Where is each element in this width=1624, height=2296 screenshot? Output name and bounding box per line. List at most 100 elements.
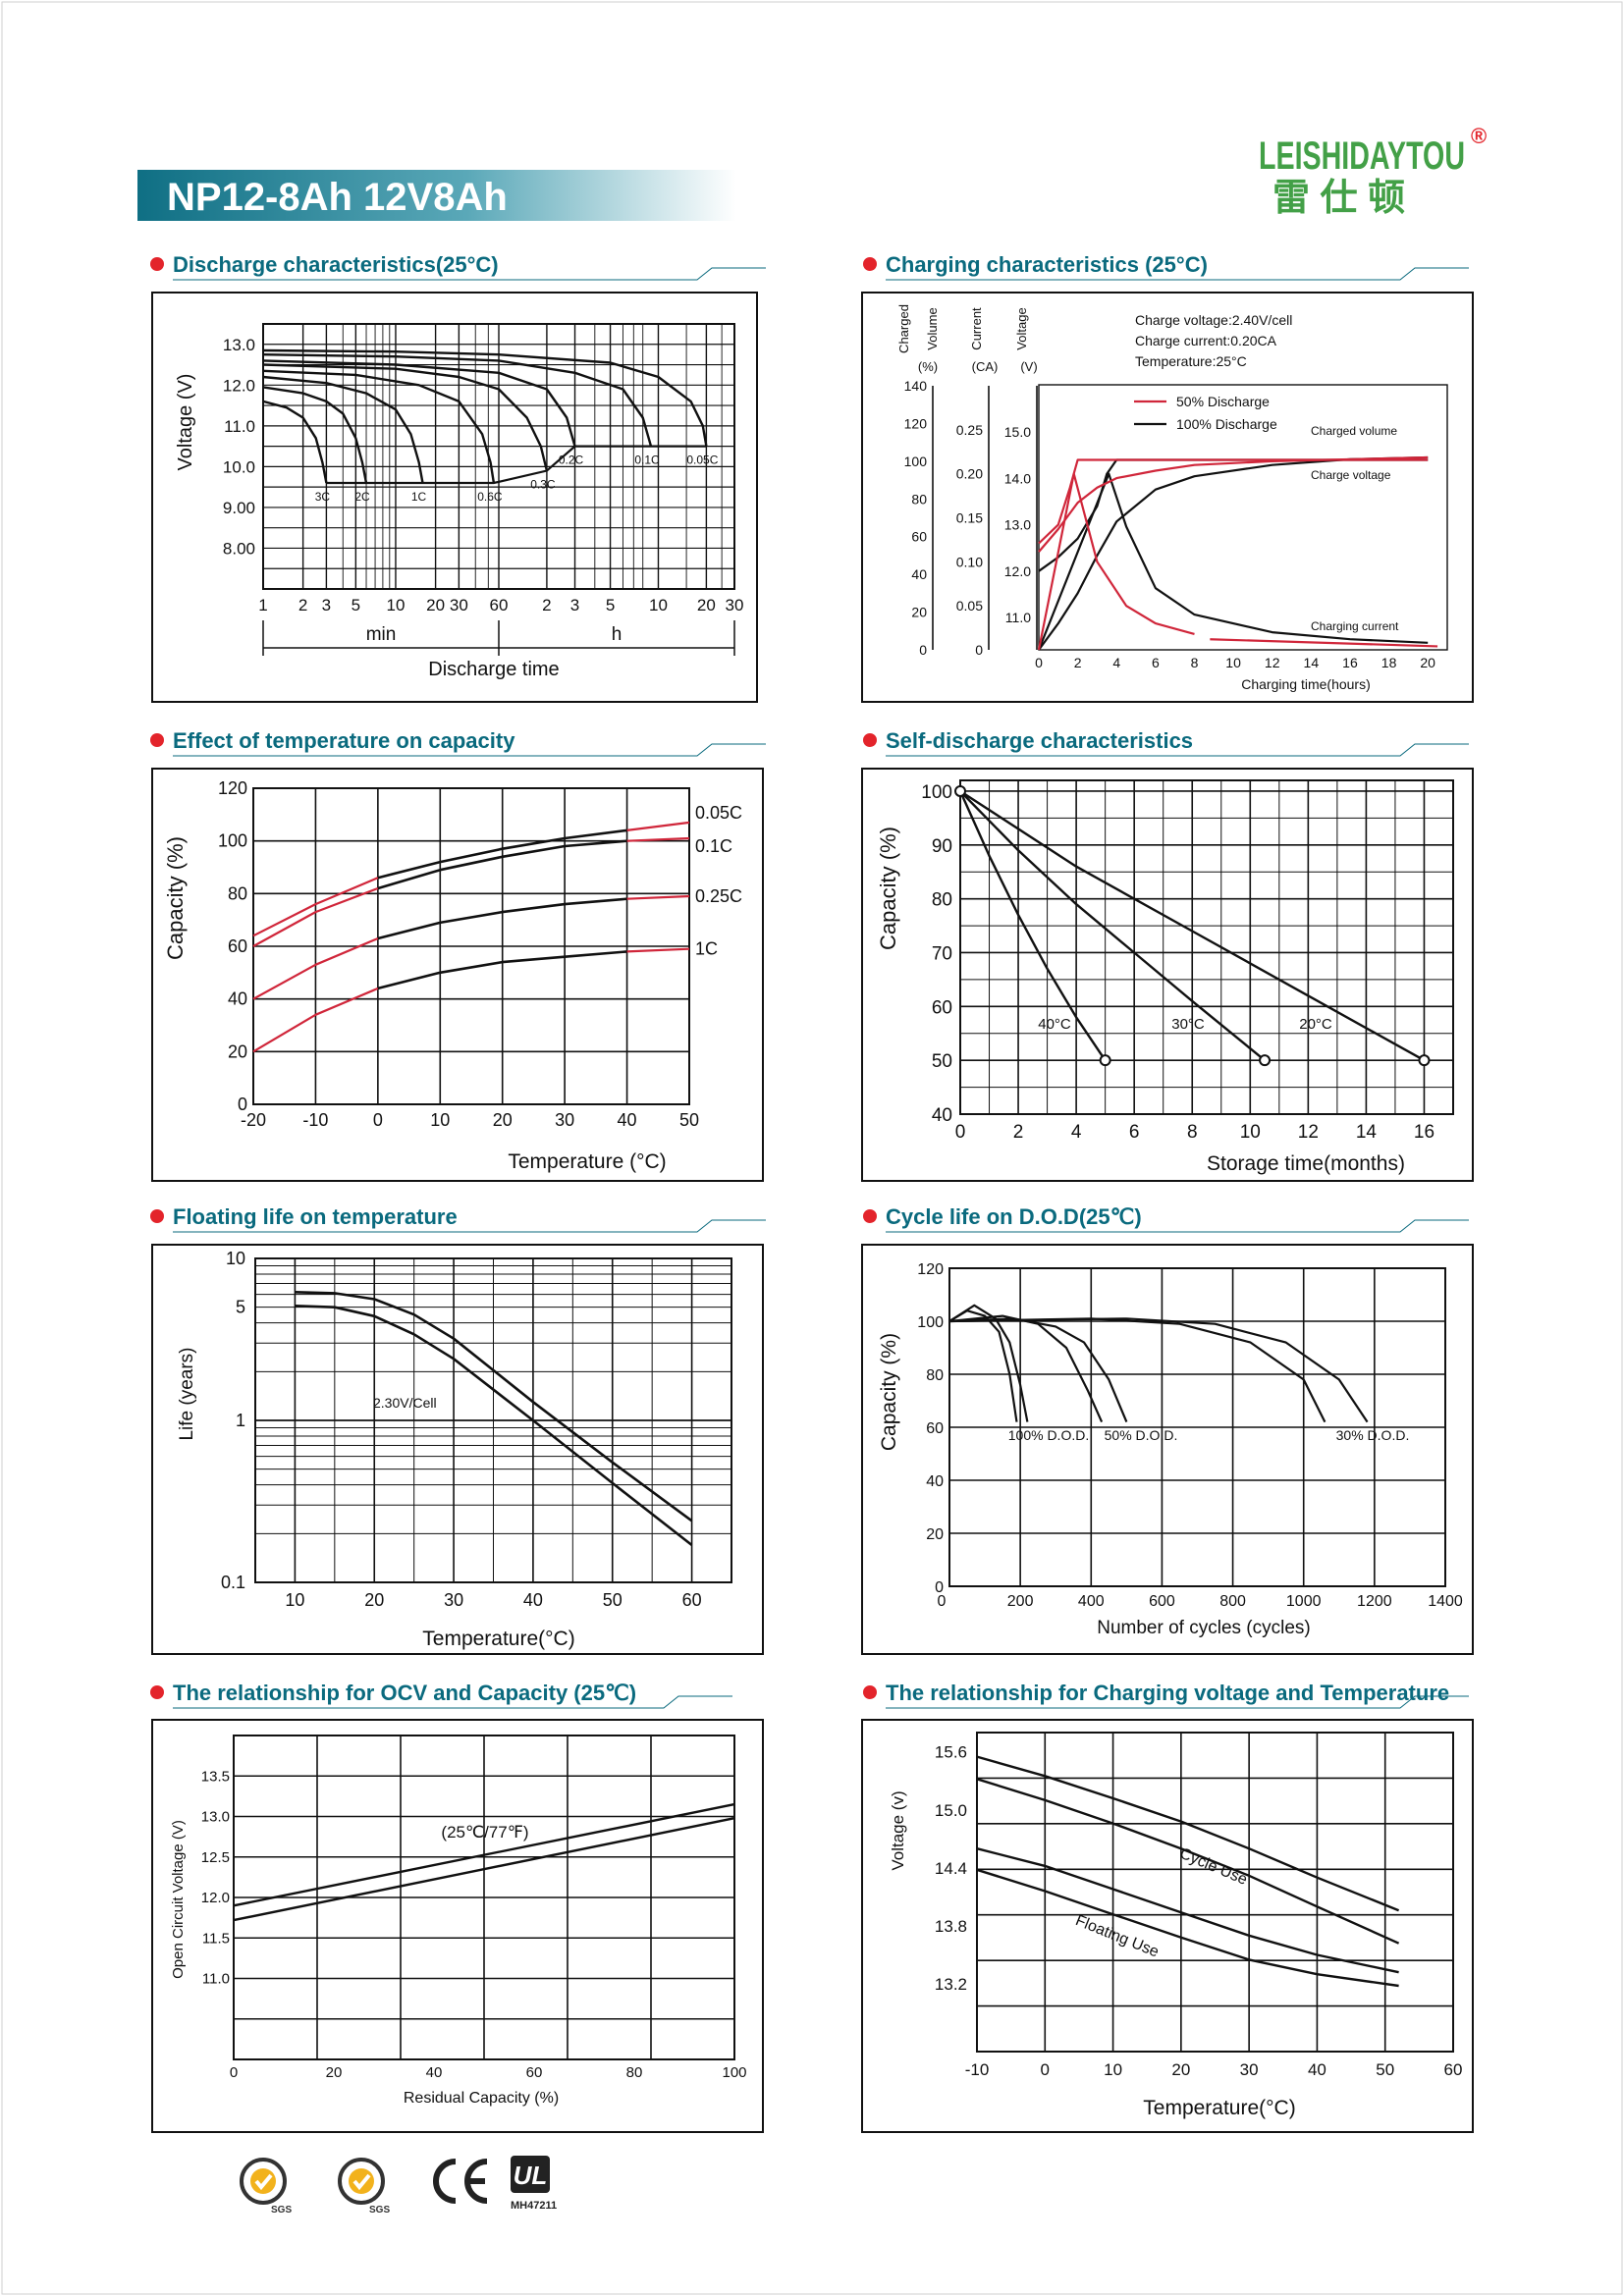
axis-header: Voltage xyxy=(1014,307,1029,349)
voltage-tick-label: 12.0 xyxy=(1004,563,1031,579)
y-tick-label: 20 xyxy=(926,1526,944,1543)
y-tick-label: 11.0 xyxy=(202,1971,230,1988)
x-tick-label: 20 xyxy=(697,596,716,614)
x-tick-label: 30 xyxy=(555,1110,574,1130)
charge-note: Charge current:0.20CA xyxy=(1135,333,1277,348)
series-label: 1C xyxy=(411,490,427,504)
x-tick-label: 1400 xyxy=(1428,1593,1463,1610)
volume-tick-label: 60 xyxy=(911,529,927,545)
x-axis-label: Storage time(months) xyxy=(1207,1152,1405,1175)
chart-panel xyxy=(861,1719,1474,2133)
y-tick-label: 13.0 xyxy=(201,1809,230,1826)
y-tick-label: 1 xyxy=(236,1411,245,1430)
ce-mark-icon xyxy=(433,2159,488,2204)
x-tick-label: 30 xyxy=(450,596,468,614)
current-tick-label: 0.25 xyxy=(956,422,983,438)
plot-frame xyxy=(1038,384,1448,651)
y-axis-label: Life (years) xyxy=(177,1347,197,1440)
temp-capacity-chart: -20 -10 0 10 20 30 40 50 120 100 80 60 40 20 0 Capacity… xyxy=(163,778,742,1173)
current-tick-label: 0.15 xyxy=(956,510,983,526)
x-tick-label: 0 xyxy=(373,1110,383,1130)
sgs-label: SGS xyxy=(369,2205,390,2216)
volume-tick-label: 40 xyxy=(911,566,927,582)
series-line xyxy=(262,348,708,447)
series-line xyxy=(262,353,653,447)
series-line xyxy=(976,1868,1399,1988)
series-line xyxy=(377,839,627,890)
y-axis-label: Capacity (%) xyxy=(163,836,188,960)
x-tick-label: 20 xyxy=(364,1590,384,1610)
series-line xyxy=(252,936,379,1000)
axis-header: Charged xyxy=(896,304,911,353)
x-tick-label: 20 xyxy=(1171,2060,1190,2079)
y-axis-label: Voltage (v) xyxy=(889,1790,907,1870)
series-line xyxy=(1038,458,1429,545)
series-label: 2C xyxy=(354,490,370,504)
volume-tick-label: 100 xyxy=(904,454,928,469)
section-header: Discharge characteristics(25°C) xyxy=(150,252,766,281)
axis-unit: (V) xyxy=(1020,359,1037,374)
svg-text:UL: UL xyxy=(514,2161,548,2190)
x-tick-label: 2 xyxy=(542,596,551,614)
bullet-icon xyxy=(150,1685,164,1699)
series-label: 3C xyxy=(315,490,331,504)
x-tick-label: 40 xyxy=(618,1110,637,1130)
x-tick-label: -20 xyxy=(241,1110,266,1130)
section-title: The relationship for Charging voltage an… xyxy=(886,1681,1449,1705)
y-tick-label: 80 xyxy=(932,890,952,911)
sgs-label: SGS xyxy=(271,2205,292,2216)
chart-panel xyxy=(861,292,1474,703)
series-label: 0.05C xyxy=(686,454,718,467)
series-end-marker xyxy=(1418,1054,1431,1067)
y-tick-label: 15.0 xyxy=(935,1801,967,1820)
section-title: Effect of temperature on capacity xyxy=(173,728,515,753)
floating-life-chart: 10 20 30 40 50 60 10 5 1 0.1 Life (years) Temperatu… xyxy=(177,1249,732,1650)
y-tick-label: 8.00 xyxy=(223,539,255,558)
y-tick-label: 100 xyxy=(218,831,247,851)
x-tick-label: 0 xyxy=(1035,655,1043,670)
section-header: Floating life on temperature xyxy=(150,1204,766,1233)
y-tick-label: 11.5 xyxy=(202,1930,230,1947)
x-tick-label: 10 xyxy=(387,596,406,614)
chart-panel xyxy=(151,1244,764,1655)
x-tick-label: 12 xyxy=(1265,655,1280,670)
y-tick-label: 100 xyxy=(921,782,952,803)
series-line xyxy=(626,821,690,831)
series-label: 100% D.O.D. xyxy=(1008,1427,1089,1443)
series-label: 20°C xyxy=(1299,1016,1332,1033)
section-header: The relationship for OCV and Capacity (2… xyxy=(150,1681,732,1709)
bullet-icon xyxy=(863,257,877,271)
x-tick-label: 800 xyxy=(1219,1593,1246,1610)
series-line xyxy=(233,1802,735,1907)
section-underline xyxy=(886,743,1469,757)
discharge-chart: 13.012.011.010.09.008.001 2 3 5 10 20 30 60 2 3 5 1… xyxy=(175,323,743,680)
voltage-tick-label: 13.0 xyxy=(1004,517,1031,533)
x-tick-label: 14 xyxy=(1356,1122,1378,1143)
y-tick-label: 120 xyxy=(917,1261,944,1278)
legend-label: 100% Discharge xyxy=(1176,416,1277,432)
y-axis-label: Capacity (%) xyxy=(876,827,900,950)
y-tick-label: 14.4 xyxy=(935,1859,967,1878)
x-tick-label: 2 xyxy=(1013,1122,1024,1143)
x-tick-label: 0 xyxy=(230,2064,238,2081)
series-label: 30% D.O.D. xyxy=(1336,1427,1410,1443)
series-line xyxy=(976,1755,1400,1912)
unit-h: h xyxy=(612,624,623,645)
x-axis-label: Charging time(hours) xyxy=(1241,676,1371,692)
y-tick-label: 10 xyxy=(226,1249,245,1268)
y-tick-label: 0.1 xyxy=(221,1573,245,1592)
section-underline xyxy=(173,743,766,757)
x-tick-label: 8 xyxy=(1187,1122,1198,1143)
current-tick-label: 0.05 xyxy=(956,598,983,614)
y-tick-label: 40 xyxy=(228,989,247,1009)
unit-min: min xyxy=(366,624,397,645)
section-header: Cycle life on D.O.D(25℃) xyxy=(863,1204,1469,1233)
series-line xyxy=(262,363,549,471)
x-axis-label: Discharge time xyxy=(428,659,559,680)
x-tick-label: 14 xyxy=(1304,655,1320,670)
y-tick-label: 40 xyxy=(926,1473,944,1490)
section-header: The relationship for Charging voltage an… xyxy=(863,1681,1469,1709)
y-tick-label: 0 xyxy=(935,1579,944,1596)
series-line xyxy=(958,790,1107,1061)
